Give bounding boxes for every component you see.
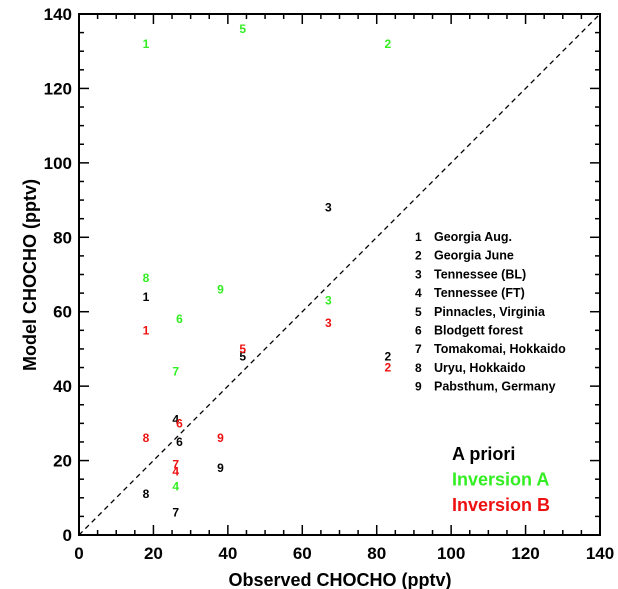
y-tick-label: 140	[44, 5, 72, 24]
site-legend-number: 6	[415, 324, 422, 338]
site-legend-number: 7	[415, 342, 422, 356]
data-point: 8	[143, 271, 150, 285]
site-legend-label: Tennessee (FT)	[434, 286, 525, 300]
y-tick-label: 0	[63, 526, 72, 545]
data-point: 1	[143, 323, 150, 337]
data-point: 8	[143, 487, 150, 501]
x-tick-label: 40	[218, 544, 237, 563]
series-legend-entry: Inversion B	[452, 495, 550, 515]
data-point: 4	[172, 480, 179, 494]
site-legend-number: 3	[415, 267, 422, 281]
data-point: 7	[172, 364, 179, 378]
site-legend-label: Uryu, Hokkaido	[434, 361, 526, 375]
y-axis-label: Model CHOCHO (pptv)	[20, 179, 40, 371]
data-point: 1	[143, 290, 150, 304]
axis-ticks: 0 20 40 60 80 100 120 140 0 20 40 60 80 100 120 140	[44, 5, 615, 563]
x-axis-label: Observed CHOCHO (pptv)	[228, 570, 451, 589]
x-tick-label: 80	[367, 544, 386, 563]
y-tick-label: 80	[53, 228, 72, 247]
data-point: 5	[239, 22, 246, 36]
data-point: 7	[172, 457, 179, 471]
x-tick-label: 0	[74, 544, 83, 563]
site-legend-number: 8	[415, 361, 422, 375]
data-point: 3	[325, 294, 332, 308]
data-point: 2	[385, 361, 392, 375]
data-point: 7	[172, 506, 179, 520]
y-tick-label: 40	[53, 377, 72, 396]
data-point: 2	[385, 349, 392, 363]
site-legend-label: Tennessee (BL)	[434, 267, 526, 281]
site-legend-number: 5	[415, 305, 422, 319]
site-legend-number: 1	[415, 230, 422, 244]
x-tick-label: 60	[293, 544, 312, 563]
data-point: 9	[217, 461, 224, 475]
data-point: 1	[143, 37, 150, 51]
x-tick-label: 140	[586, 544, 614, 563]
y-tick-label: 60	[53, 303, 72, 322]
data-point: 5	[239, 349, 246, 363]
site-legend-number: 4	[415, 286, 422, 300]
data-point: 2	[385, 37, 392, 51]
series-legend-entry: Inversion A	[452, 470, 549, 490]
data-point: 8	[143, 431, 150, 445]
site-legend-number: 2	[415, 249, 422, 263]
x-tick-label: 100	[437, 544, 465, 563]
series-legend: A priori Inversion A Inversion B	[452, 444, 550, 515]
site-legend-label: Blodgett forest	[434, 324, 524, 338]
data-point: 5	[239, 342, 246, 356]
y-tick-label: 120	[44, 79, 72, 98]
data-point: 4	[172, 465, 179, 479]
x-tick-label: 120	[511, 544, 539, 563]
site-legend-label: Pinnacles, Virginia	[434, 305, 546, 319]
data-point: 3	[325, 201, 332, 215]
data-point: 9	[217, 431, 224, 445]
x-tick-label: 20	[144, 544, 163, 563]
series-legend-entry: A priori	[452, 444, 515, 464]
data-point: 6	[176, 416, 183, 430]
site-legend-label: Georgia Aug.	[434, 230, 512, 244]
data-point: 6	[176, 312, 183, 326]
site-legend-label: Georgia June	[434, 249, 514, 263]
y-tick-label: 20	[53, 452, 72, 471]
site-legend-label: Pabsthum, Germany	[434, 380, 556, 394]
site-legend: 1 Georgia Aug. 2 Georgia June 3 Tennessee (BL…	[415, 230, 566, 394]
data-points: 1 2 3 4 5 6 7 8 9 1 2 3 4 5 6 7 8 9 1 2 3 4 5 6 7 8 9	[143, 22, 392, 520]
one-to-one-line	[78, 13, 601, 536]
data-point: 3	[325, 316, 332, 330]
site-legend-number: 9	[415, 380, 422, 394]
site-legend-label: Tomakomai, Hokkaido	[434, 342, 566, 356]
data-point: 9	[217, 282, 224, 296]
y-tick-label: 100	[44, 154, 72, 173]
data-point: 4	[172, 413, 179, 427]
data-point: 6	[176, 435, 183, 449]
